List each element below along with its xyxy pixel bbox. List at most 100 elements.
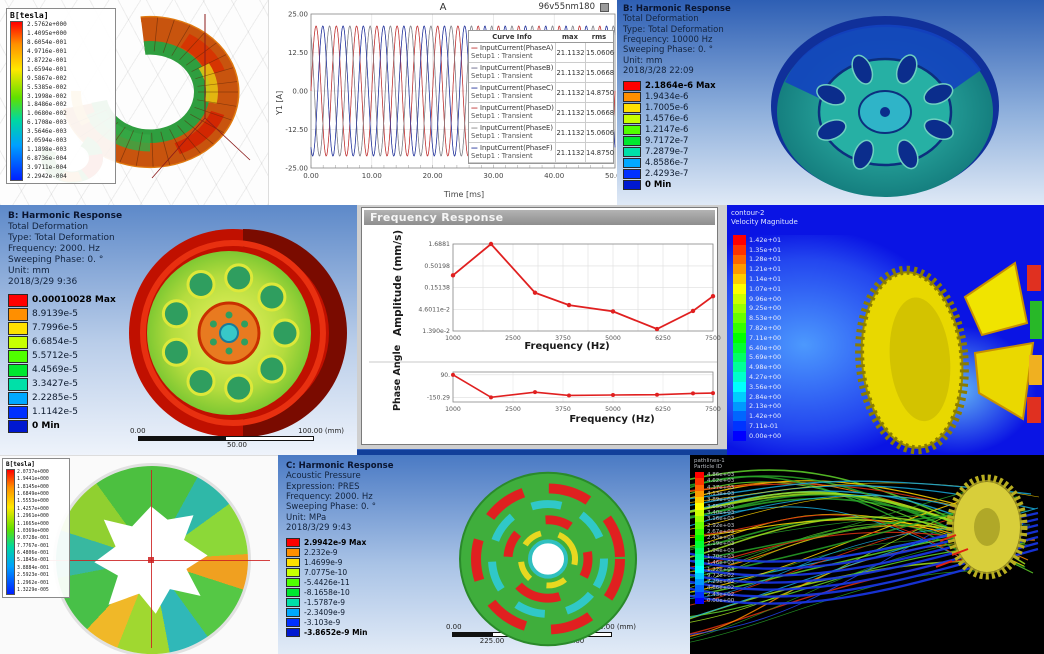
curve-setup: Setup1 : Transient xyxy=(471,92,533,101)
wheel-mid-svg xyxy=(129,229,347,437)
legend-swatch xyxy=(733,303,746,314)
legend-row: 2.1864e-6 Max xyxy=(623,80,716,91)
curve-setup: Setup1 : Transient xyxy=(471,152,533,161)
legend-swatch xyxy=(733,254,746,265)
legend-swatch xyxy=(733,391,746,402)
legend-value: 7.7767e-001 xyxy=(17,543,49,549)
legend-row: 9.25e+00 xyxy=(733,303,781,314)
flow-arrow xyxy=(935,560,953,568)
panel-harmonic-top: B: Harmonic Response Total Deformation Typ… xyxy=(617,0,1044,205)
legend-swatch xyxy=(286,557,300,567)
legend-value: 1.4699e-9 xyxy=(304,557,343,567)
legend-row: 4.86e+02 xyxy=(695,585,734,592)
legend-value: 2.232e-9 xyxy=(304,547,338,557)
curve-max: 21.1132 xyxy=(555,43,585,63)
hub-hole xyxy=(241,320,249,328)
legend-row: -3.103e-9 xyxy=(286,617,367,627)
legend-swatch xyxy=(695,597,704,605)
legend-row: 8.53e+00 xyxy=(733,313,781,324)
curve-max: 21.1132 xyxy=(555,63,585,83)
legend-swatch xyxy=(695,528,704,535)
legend-value: 1.2147e-6 xyxy=(645,124,689,135)
legend-row: 1.42e+01 xyxy=(733,235,781,245)
info-line: 2018/3/29 9:43 xyxy=(286,523,352,534)
legend-swatch xyxy=(286,567,300,577)
legend-value: 1.4257e+000 xyxy=(17,506,49,512)
legend-swatch xyxy=(733,323,746,333)
pin-icon[interactable] xyxy=(600,3,609,12)
legend-row: 2.84e+00 xyxy=(733,391,781,402)
streamline xyxy=(690,506,994,575)
curve-swatch: — xyxy=(471,104,478,112)
bfield-legend: B[tesla] 2.5762e+000 1.4095e+000 8.6054e-0… xyxy=(6,8,116,185)
wheel-hole xyxy=(923,83,954,105)
curve-info-table: Curve Info max rms — InputCurrent(PhaseA) Se… xyxy=(468,30,614,164)
legend-row: 1.7005e-6 xyxy=(623,102,716,113)
curve-setup: Setup1 : Transient xyxy=(471,52,533,61)
svg-text:7500: 7500 xyxy=(705,406,721,413)
legend-swatch xyxy=(8,405,28,419)
panel-maxwell-ring: B[tesla] 2.0737e+000 1.9441e+000 1.8145e+0… xyxy=(0,455,278,654)
curve-name-line: — InputCurrent(PhaseE) xyxy=(471,124,555,132)
legend-value: 0 Min xyxy=(645,179,672,190)
svg-text:50.00: 50.00 xyxy=(605,172,617,180)
legend-row: 1.14e+01 xyxy=(733,274,781,284)
legend-swatch xyxy=(695,534,704,542)
legend-row: 2.9942e-9 Max xyxy=(286,537,367,547)
legend-value: 1.4576e-6 xyxy=(645,113,689,124)
legend-title: B[tesla] xyxy=(6,461,35,468)
x-axis-label: Time [ms] xyxy=(443,190,485,199)
wheel-mid-holes xyxy=(161,263,300,403)
legend-value: 2.8722e-001 xyxy=(27,56,67,64)
panel-input-currents: A 96v55nm180 Y1 [A] 0.00 10.00 20.00 30.00 4… xyxy=(268,0,617,205)
legend-value: 2.5923e-001 xyxy=(17,573,49,579)
legend-row: 3.16e+03 xyxy=(695,516,734,523)
info-line: Sweeping Phase: 0. ° xyxy=(623,45,714,56)
legend-row: 7.82e+00 xyxy=(733,323,781,333)
legend-value: 1.0369e+000 xyxy=(17,528,49,534)
legend-value: -8.1658e-10 xyxy=(304,587,350,597)
model-label: 96v55nm180 xyxy=(538,2,595,12)
colorbar xyxy=(10,21,23,182)
legend-row: -3.8652e-9 Min xyxy=(286,627,367,637)
legend-swatch xyxy=(8,335,28,349)
legend-value: 1.14e+01 xyxy=(749,275,782,284)
legend-row: 0 Min xyxy=(8,419,116,433)
window-title-bar[interactable]: Frequency Response xyxy=(364,210,715,225)
legend-swatch xyxy=(695,541,704,548)
legend-row: 9.96e+00 xyxy=(733,293,781,304)
svg-text:3750: 3750 xyxy=(555,335,571,342)
legend-swatch xyxy=(733,401,746,412)
streamline xyxy=(690,493,978,544)
pathlines-gear xyxy=(946,474,1028,580)
legend-swatch xyxy=(733,283,746,294)
wheel-hole xyxy=(816,83,847,106)
legend-value: 7.82e+00 xyxy=(749,324,782,333)
legend-row: 1.2147e-6 xyxy=(623,124,716,135)
curve-name-line: — InputCurrent(PhaseA) xyxy=(471,44,555,52)
legend-value: 4.98e+00 xyxy=(749,363,782,372)
curve-name-line: — InputCurrent(PhaseC) xyxy=(471,84,555,92)
legend-swatch xyxy=(623,124,641,135)
curve-swatch: — xyxy=(471,44,478,52)
pathlines-legend-title-block: pathlines-1 Particle ID xyxy=(694,458,725,470)
legend-row: 2.19e+03 xyxy=(695,541,734,548)
legend-value: 1.8486e-002 xyxy=(27,101,67,109)
torus-legend-values: 2.5762e+000 1.4095e+000 8.6054e-001 4.9716e… xyxy=(27,21,67,181)
cfd-legend-values: 1.42e+01 1.35e+01 1.28e+01 1.21e+01 1.14e+01… xyxy=(733,235,781,441)
legend-swatch xyxy=(695,490,704,498)
legend-swatch xyxy=(733,332,746,343)
panel-cfd-velocity: contour-2 Velocity Magnitude 1.42e+01 1.3… xyxy=(727,205,1044,455)
legend-value: 1.1142e-5 xyxy=(32,407,79,417)
svg-text:-25.00: -25.00 xyxy=(285,165,308,173)
legend-value: 1.22e+03 xyxy=(707,566,735,573)
curve-name-line: — InputCurrent(PhaseD) xyxy=(471,104,555,112)
legend-swatch xyxy=(695,478,704,485)
legend-value: 7.11e-01 xyxy=(749,422,779,431)
legend-value: 1.1898e-003 xyxy=(27,145,67,153)
legend-row: 6.6854e-5 xyxy=(8,335,116,349)
colorbar xyxy=(6,468,15,595)
wheel-top-svg xyxy=(771,16,999,197)
hub-hole xyxy=(225,347,233,355)
legend-value: 9.0728e-001 xyxy=(17,536,49,542)
